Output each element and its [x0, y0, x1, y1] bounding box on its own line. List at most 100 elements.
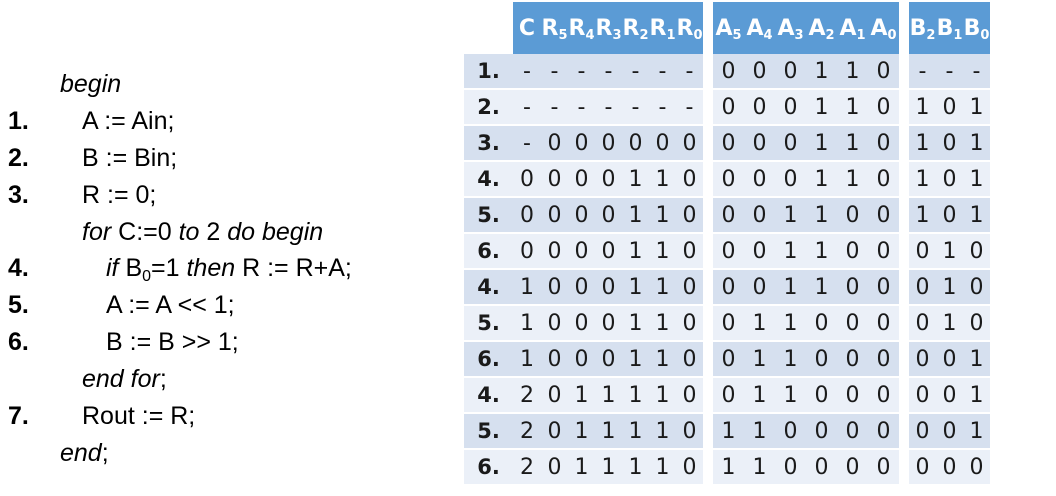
cell-r: - [622, 54, 649, 90]
cell-r: 0 [649, 126, 676, 162]
code-text: =1 [151, 254, 187, 283]
cell-a: 0 [744, 126, 775, 162]
header-subscript: 1 [856, 27, 866, 43]
step-number: 6. [464, 342, 513, 378]
cell-r: 1 [649, 414, 676, 450]
header-subscript: 5 [732, 27, 742, 43]
code-text: C:=0 [111, 217, 179, 246]
cell-a: 1 [806, 198, 837, 234]
cell-r: 0 [595, 126, 622, 162]
cell-r: - [541, 54, 568, 90]
cell-a: 0 [713, 234, 744, 270]
code-text: ; [101, 438, 109, 467]
cell-r: - [649, 90, 676, 126]
cell-a: 1 [744, 450, 775, 486]
column-gap [899, 450, 909, 486]
column-header-r1: R1 [649, 2, 676, 54]
cell-b: 1 [936, 306, 963, 342]
table-row: 6. 1 0 0 0 1 1 0 0 1 1 0 0 0 0 0 1 [464, 342, 990, 378]
code-text: B := Bin; [82, 143, 178, 172]
cell-a: 1 [806, 270, 837, 306]
cell-r: 0 [541, 234, 568, 270]
cell-a: 0 [713, 162, 744, 198]
column-gap [703, 234, 713, 270]
cell-r: 0 [676, 342, 703, 378]
cell-c: 2 [513, 450, 541, 486]
cell-a: 0 [744, 162, 775, 198]
cell-a: 0 [713, 90, 744, 126]
line-number: 4. [8, 254, 29, 283]
cell-b: 0 [936, 126, 963, 162]
code-line: 6. B := B >> 1; [0, 324, 450, 361]
cell-a: 0 [837, 342, 868, 378]
cell-b: 1 [963, 342, 990, 378]
column-gap [899, 234, 909, 270]
code-statement: for C:=0 to 2 do begin [82, 214, 323, 251]
column-gap [703, 162, 713, 198]
column-header-a0: A0 [868, 2, 899, 54]
header-subscript: 2 [926, 27, 936, 43]
cell-r: 0 [568, 234, 595, 270]
cell-r: 0 [541, 306, 568, 342]
cell-r: 0 [676, 198, 703, 234]
table-row: 5. 1 0 0 0 1 1 0 0 1 1 0 0 0 0 1 0 [464, 306, 990, 342]
trace-table-header: C R5 R4 R3 R2 R1 R0 A5 A4 A3 A2 A1 A0 B2 B1 B0 [464, 2, 990, 54]
header-subscript: 2 [825, 27, 835, 43]
column-header-b1: B1 [936, 2, 963, 54]
cell-a: 0 [868, 198, 899, 234]
code-text: A := A << 1; [106, 291, 235, 320]
cell-b: - [936, 54, 963, 90]
column-gap [899, 162, 909, 198]
header-letter: B [936, 15, 954, 41]
cell-a: 0 [837, 378, 868, 414]
column-gap [899, 2, 909, 54]
code-line: 5. A := A << 1; [0, 287, 450, 324]
cell-r: 0 [676, 234, 703, 270]
step-number: 4. [464, 378, 513, 414]
cell-c: 2 [513, 378, 541, 414]
cell-r: 0 [541, 198, 568, 234]
code-text: B [118, 254, 143, 283]
cell-r: - [676, 90, 703, 126]
cell-a: 0 [868, 90, 899, 126]
cell-r: 0 [676, 270, 703, 306]
table-row: 4. 2 0 1 1 1 1 0 0 1 1 0 0 0 0 0 1 [464, 378, 990, 414]
code-line: 3. R := 0; [0, 177, 450, 214]
cell-r: - [595, 90, 622, 126]
column-gap [899, 342, 909, 378]
cell-b: 0 [909, 342, 936, 378]
keyword: begin [60, 70, 122, 98]
cell-b: 0 [963, 234, 990, 270]
cell-b: 0 [936, 450, 963, 486]
cell-r: 0 [676, 450, 703, 486]
cell-a: 1 [713, 414, 744, 450]
cell-r: 1 [622, 162, 649, 198]
column-header-c: C [513, 2, 541, 54]
keyword: then [186, 254, 236, 283]
header-letter: R [676, 15, 694, 41]
cell-r: 1 [622, 234, 649, 270]
line-number: 1. [8, 106, 29, 135]
step-number: 5. [464, 306, 513, 342]
cell-r: 1 [649, 270, 676, 306]
header-letter: R [568, 15, 586, 41]
cell-r: - [595, 54, 622, 90]
cell-r: 1 [649, 234, 676, 270]
cell-a: 0 [837, 414, 868, 450]
cell-c: 1 [513, 306, 541, 342]
step-number: 4. [464, 270, 513, 306]
code-text: 2 [199, 217, 228, 246]
cell-a: 0 [744, 270, 775, 306]
cell-a: 0 [775, 126, 806, 162]
cell-a: 1 [713, 450, 744, 486]
cell-r: 0 [541, 270, 568, 306]
cell-r: 0 [622, 126, 649, 162]
header-blank [464, 2, 513, 54]
cell-b: 1 [963, 198, 990, 234]
cell-b: 0 [963, 270, 990, 306]
cell-a: 1 [744, 306, 775, 342]
code-statement: end for; [82, 361, 167, 398]
cell-r: 1 [649, 378, 676, 414]
cell-c: 0 [513, 234, 541, 270]
cell-r: 1 [568, 378, 595, 414]
